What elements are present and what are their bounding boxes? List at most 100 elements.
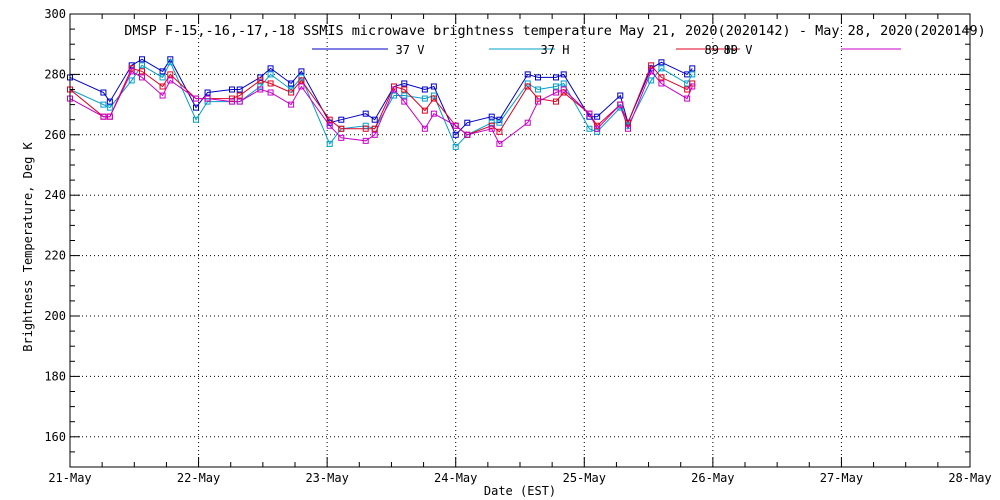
data-point-89-h [236, 98, 243, 105]
data-point-37-h [594, 128, 601, 135]
data-point-89-v [167, 71, 174, 78]
data-point-89-v [371, 125, 378, 132]
data-point-89-h [535, 98, 541, 105]
data-point-89-v [362, 125, 369, 132]
data-point-89-h [658, 80, 665, 87]
data-point-89-v [159, 83, 166, 90]
x-tick-label: 21-May [48, 471, 91, 485]
x-tick-label: 23-May [305, 471, 348, 485]
x-tick-label: 25-May [563, 471, 606, 485]
data-point-37-h [139, 62, 145, 69]
legend-label-37-h: 37 H [541, 43, 570, 57]
data-point-37-v [452, 131, 459, 138]
data-point-37-h [617, 104, 624, 111]
plot-frame [69, 13, 971, 468]
data-point-89-h [391, 86, 397, 93]
y-axis-label: Brightness Temperature, Deg K [21, 141, 35, 351]
data-point-37-h [421, 95, 428, 102]
data-point-37-h [625, 122, 631, 129]
series-markers [67, 56, 696, 150]
data-point-37-v [159, 68, 166, 75]
data-point-89-h [267, 89, 274, 96]
data-point-37-v [338, 116, 345, 123]
data-point-89-v [288, 89, 295, 96]
data-point-89-h [288, 101, 295, 108]
data-point-89-h [401, 98, 408, 105]
data-point-37-v [288, 80, 295, 87]
data-point-89-v [257, 77, 264, 84]
data-point-89-v [267, 80, 274, 87]
data-point-37-v [560, 71, 567, 78]
data-point-89-v [421, 107, 428, 114]
data-point-37-v [204, 89, 211, 96]
x-tick-label: 24-May [434, 471, 477, 485]
data-point-89-h [167, 77, 174, 84]
data-point-37-h [488, 119, 495, 126]
data-point-37-h [257, 83, 264, 90]
data-point-89-v [326, 116, 333, 123]
data-point-37-v [586, 113, 593, 120]
data-point-37-h [391, 92, 397, 99]
data-point-89-h [100, 113, 107, 120]
data-point-37-v [488, 113, 495, 120]
data-point-37-h [128, 77, 135, 84]
data-point-37-v [371, 116, 378, 123]
chart-title: DMSP F-15,-16,-17,-18 SSMIS microwave br… [124, 23, 986, 39]
data-point-89-v [236, 92, 243, 99]
data-point-89-h [617, 101, 624, 108]
legend: 37 V 37 H 89 V89 H [312, 43, 901, 57]
x-tick-label: 26-May [691, 471, 734, 485]
data-point-89-h [553, 89, 559, 96]
data-point-37-h [326, 140, 333, 147]
data-point-37-h [560, 80, 567, 87]
data-point-37-v [430, 83, 437, 90]
data-point-89-h [452, 122, 459, 129]
data-point-89-h [229, 98, 235, 105]
data-point-37-h [106, 104, 113, 111]
data-point-37-v [401, 80, 408, 87]
data-point-37-v [257, 74, 264, 81]
data-point-89-h [594, 125, 601, 132]
axis-tick-labels: 160 180 200 220 240 260 280 300 21-May 22-May 23-M… [44, 7, 991, 485]
data-point-89-v [689, 80, 696, 87]
x-tick-label: 27-May [820, 471, 863, 485]
data-point-89-h [128, 68, 135, 75]
data-point-89-h [684, 95, 691, 102]
y-tick-label: 180 [44, 369, 66, 383]
data-point-37-v [553, 74, 559, 81]
data-point-37-h [100, 101, 107, 108]
y-tick-label: 220 [44, 249, 66, 263]
data-point-37-h [535, 86, 541, 93]
data-point-37-h [159, 74, 166, 81]
data-point-37-v [464, 119, 471, 126]
data-point-37-v [535, 74, 541, 81]
data-point-37-h [267, 71, 274, 78]
data-point-37-h [524, 80, 531, 87]
data-point-89-h [648, 68, 655, 75]
data-point-37-v [267, 65, 274, 72]
data-point-37-h [167, 59, 174, 66]
data-point-89-v [648, 62, 655, 69]
data-point-89-h [193, 95, 199, 102]
data-point-89-h [371, 131, 378, 138]
data-point-37-v [236, 86, 243, 93]
data-point-37-v [298, 68, 305, 75]
x-axis-label: Date (EST) [484, 484, 556, 498]
axis-ticks [69, 13, 971, 468]
series-lines [69, 58, 693, 148]
data-point-89-h [204, 95, 211, 102]
data-point-37-h [401, 92, 408, 99]
data-point-37-v [362, 110, 369, 117]
y-tick-label: 300 [44, 7, 66, 21]
y-tick-label: 260 [44, 128, 66, 142]
data-point-37-v [421, 86, 428, 93]
data-point-89-h [421, 125, 428, 132]
data-point-37-h [553, 83, 559, 90]
data-point-89-h [496, 140, 503, 147]
data-point-89-v [229, 95, 235, 102]
data-point-37-v [100, 89, 107, 96]
data-point-89-v [298, 77, 305, 84]
y-tick-label: 160 [44, 430, 66, 444]
data-point-89-v [535, 95, 541, 102]
